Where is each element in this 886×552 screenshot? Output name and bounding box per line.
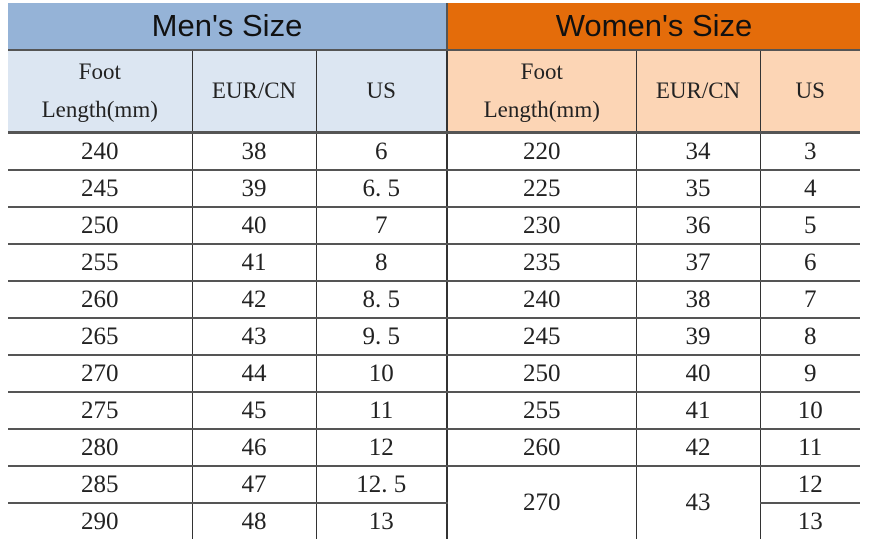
men-eur-cn-cell: 44	[191, 355, 316, 393]
table-row: 285 47 12. 5 270 43 12	[8, 466, 861, 539]
men-eur-cn-cell: 38	[191, 132, 316, 171]
men-foot-length-cell: 240	[8, 132, 192, 171]
men-foot-length-cell: 250	[8, 207, 192, 245]
men-foot-length-cell: 275	[8, 392, 192, 430]
women-eur-cn-cell: 35	[635, 170, 760, 208]
men-us-cell: 9. 5	[315, 318, 447, 356]
men-eur-cn-cell: 39	[191, 170, 316, 208]
women-eur-cn-cell: 42	[635, 429, 760, 467]
shoe-size-table: Men's Size Women's Size Foot Length(mm) E…	[8, 3, 861, 539]
table-row: 265 43 9. 5 245 39 8	[8, 318, 861, 356]
women-us-cell: 11	[759, 429, 861, 467]
women-header-foot-length: Foot Length(mm)	[446, 49, 636, 134]
men-eur-cn-cell: 48	[191, 503, 316, 539]
womens-size-title: Women's Size	[445, 3, 861, 50]
men-header-eur-cn: EUR/CN	[191, 49, 316, 134]
men-us-cell: 12	[315, 429, 447, 467]
women-eur-cn-cell: 39	[635, 318, 760, 356]
men-eur-cn-cell: 46	[191, 429, 316, 467]
men-eur-cn-cell: 41	[191, 244, 316, 282]
women-foot-length-cell: 245	[446, 318, 636, 356]
women-eur-cn-cell: 40	[635, 355, 760, 393]
women-foot-length-cell: 230	[446, 207, 636, 245]
men-us-cell: 8	[315, 244, 447, 282]
table-row: 255 41 8 235 37 6	[8, 244, 861, 282]
men-foot-length-cell: 270	[8, 355, 192, 393]
women-eur-cn-cell: 37	[635, 244, 760, 282]
table-row: 245 39 6. 5 225 35 4	[8, 170, 861, 208]
men-us-cell: 12. 5	[315, 466, 447, 504]
women-foot-length-cell: 260	[446, 429, 636, 467]
men-eur-cn-cell: 40	[191, 207, 316, 245]
women-foot-length-cell: 225	[446, 170, 636, 208]
women-us-cell: 5	[759, 207, 861, 245]
women-foot-length-cell: 220	[446, 132, 636, 171]
women-foot-length-cell: 250	[446, 355, 636, 393]
men-foot-length-cell: 245	[8, 170, 192, 208]
table-row: 280 46 12 260 42 11	[8, 429, 861, 467]
table-row: 270 44 10 250 40 9	[8, 355, 861, 393]
women-eur-cn-cell: 41	[635, 392, 760, 430]
mens-size-title: Men's Size	[8, 3, 447, 50]
men-foot-length-cell: 285	[8, 466, 192, 504]
men-foot-length-cell: 260	[8, 281, 192, 319]
men-us-cell: 6. 5	[315, 170, 447, 208]
women-us-cell: 8	[759, 318, 861, 356]
men-eur-cn-cell: 42	[191, 281, 316, 319]
women-us-cell: 13	[759, 503, 861, 539]
women-us-cell: 4	[759, 170, 861, 208]
women-us-cell: 6	[759, 244, 861, 282]
table-row: 275 45 11 255 41 10	[8, 392, 861, 430]
men-foot-length-cell: 290	[81, 507, 119, 535]
men-us-cell: 13	[315, 503, 447, 539]
men-us-cell: 6	[315, 132, 447, 171]
women-eur-cn-cell: 34	[635, 132, 760, 171]
men-us-cell: 7	[315, 207, 447, 245]
table-row: 290 48 13 13	[8, 503, 861, 539]
men-foot-length-cell: 265	[8, 318, 192, 356]
women-foot-length-cell: 270	[446, 466, 636, 539]
men-foot-length-cell: 255	[8, 244, 192, 282]
men-header-foot-length: Foot Length(mm)	[8, 49, 192, 134]
women-us-cell: 10	[759, 392, 861, 430]
table-row: 260 42 8. 5 240 38 7	[8, 281, 861, 319]
men-eur-cn-cell: 47	[191, 466, 316, 504]
men-eur-cn-cell: 45	[191, 392, 316, 430]
women-eur-cn-cell: 38	[635, 281, 760, 319]
men-us-cell: 10	[315, 355, 447, 393]
women-eur-cn-cell: 43	[635, 466, 760, 539]
women-header-us: US	[759, 49, 861, 134]
women-us-cell: 12	[759, 466, 861, 504]
table-row: 250 40 7 230 36 5	[8, 207, 861, 245]
women-foot-length-cell: 235	[446, 244, 636, 282]
women-foot-length-cell: 240	[446, 281, 636, 319]
table-row: 240 38 6 220 34 3	[8, 132, 861, 171]
men-eur-cn-cell: 43	[191, 318, 316, 356]
women-eur-cn-cell: 36	[635, 207, 760, 245]
women-us-cell: 9	[759, 355, 861, 393]
men-us-cell: 8. 5	[315, 281, 447, 319]
women-us-cell: 7	[759, 281, 861, 319]
women-header-eur-cn: EUR/CN	[635, 49, 760, 134]
men-header-us: US	[315, 49, 447, 134]
men-us-cell: 11	[315, 392, 447, 430]
women-foot-length-cell: 255	[446, 392, 636, 430]
men-foot-length-cell: 280	[8, 429, 192, 467]
women-us-cell: 3	[759, 132, 861, 171]
